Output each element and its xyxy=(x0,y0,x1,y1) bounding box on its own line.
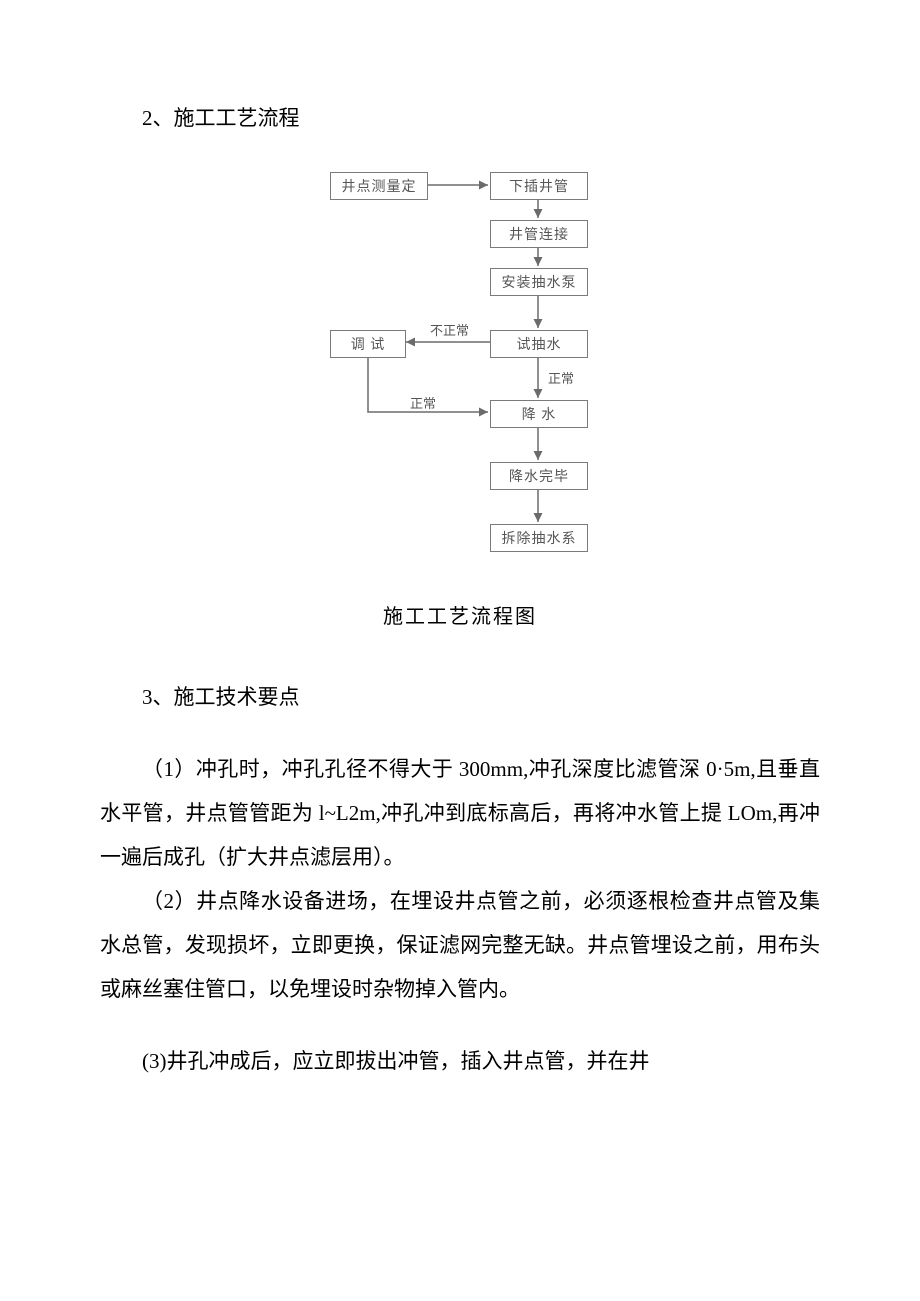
section-2-heading: 2、施工工艺流程 xyxy=(100,100,820,138)
flow-node-connect: 井管连接 xyxy=(490,220,588,248)
edge-label-normal-right: 正常 xyxy=(410,393,436,412)
flow-node-debug: 调 试 xyxy=(330,330,406,358)
section-3-heading: 3、施工技术要点 xyxy=(100,679,820,717)
paragraph-gap xyxy=(100,1011,820,1039)
paragraph-3-2: （2）井点降水设备进场，在埋设井点管之前，必须逐根检查井点管及集水总管，发现损坏… xyxy=(100,879,820,1011)
edge-label-abnormal: 不正常 xyxy=(430,320,469,339)
flow-node-install-pump: 安装抽水泵 xyxy=(490,268,588,296)
paragraph-3-1: （1）冲孔时，冲孔孔径不得大于 300mm,冲孔深度比滤管深 0·5m,且垂直水… xyxy=(100,747,820,879)
flow-node-remove: 拆除抽水系 xyxy=(490,524,588,552)
document-page: 2、施工工艺流程 xyxy=(0,0,920,1143)
flow-node-complete: 降水完毕 xyxy=(490,462,588,490)
flowchart-container: 井点测量定 下插井管 井管连接 安装抽水泵 试抽水 降 水 降水完毕 拆除抽水系… xyxy=(100,168,820,629)
flow-node-insert-pipe: 下插井管 xyxy=(490,172,588,200)
paragraph-3-3: (3)井孔冲成后，应立即拔出冲管，插入井点管，并在井 xyxy=(100,1039,820,1083)
edge-label-normal-down: 正常 xyxy=(548,368,574,387)
flowchart-caption: 施工工艺流程图 xyxy=(100,600,820,629)
flowchart: 井点测量定 下插井管 井管连接 安装抽水泵 试抽水 降 水 降水完毕 拆除抽水系… xyxy=(290,168,630,588)
flow-node-test-pump: 试抽水 xyxy=(490,330,588,358)
flow-node-measure: 井点测量定 xyxy=(330,172,428,200)
flow-node-dewater: 降 水 xyxy=(490,400,588,428)
